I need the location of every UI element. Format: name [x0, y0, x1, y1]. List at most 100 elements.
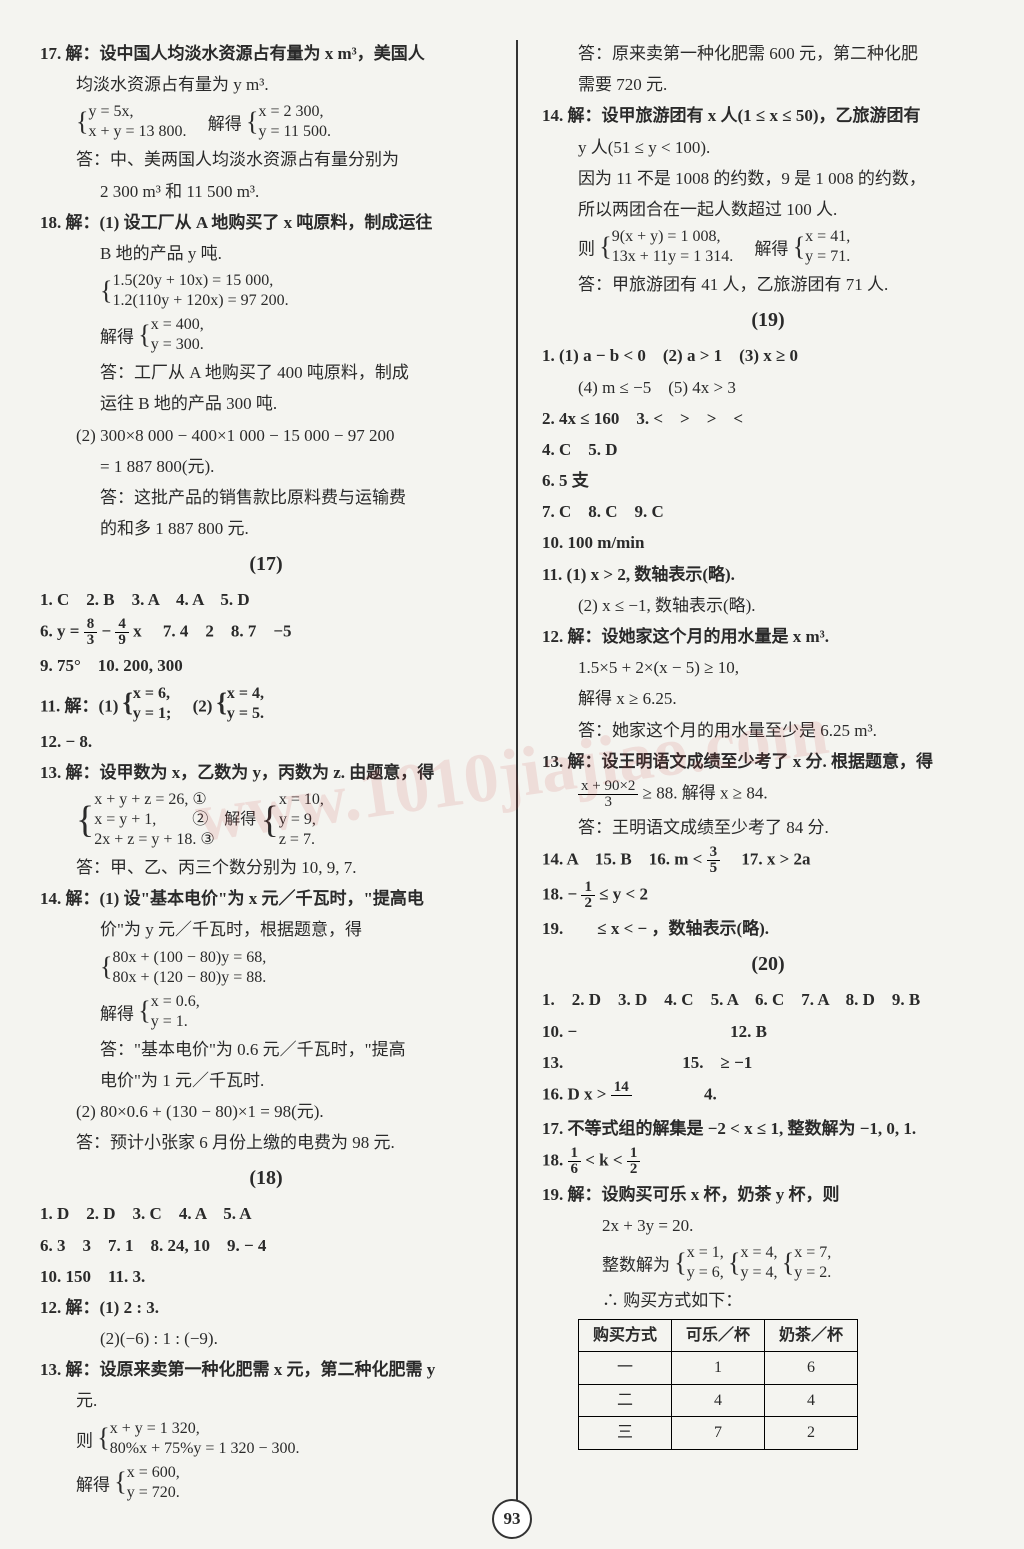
table-row: 二 4 4 [579, 1384, 858, 1417]
s19-l7: 7. C 8. C 9. C [542, 498, 994, 525]
s20-l19b: 整数解为 [602, 1256, 670, 1275]
s19-l4: 4. C 5. D [542, 436, 994, 463]
r-top1: 答：原来卖第一种化肥需 600 元，第二种化肥 [542, 40, 994, 67]
s17-l14r1: x = 0.6, [151, 992, 200, 1012]
s20-l16den [611, 1096, 632, 1111]
page-columns: 17. 解：设中国人均淡水资源占有量为 x m³，美国人 均淡水资源占有量为 y… [40, 40, 994, 1507]
s19-l13-den: 3 [601, 795, 615, 810]
cell: 一 [579, 1352, 672, 1385]
cell: 4 [765, 1384, 858, 1417]
rq14-r2: y = 71. [805, 247, 850, 267]
q18-p2a: (2) 300×8 000 − 400×1 000 − 15 000 − 97 … [40, 422, 492, 449]
purchase-table: 购买方式 可乐／杯 奶茶／杯 一 1 6 二 4 4 三 7 2 [578, 1319, 858, 1450]
cell: 6 [765, 1352, 858, 1385]
s19-l6: 6. 5 支 [542, 467, 994, 494]
s18-l1: 1. D 2. D 3. C 4. A 5. A [40, 1200, 492, 1227]
right-column: 答：原来卖第一种化肥需 600 元，第二种化肥 需要 720 元. 14. 解：… [542, 40, 994, 1507]
q17-mid: 解得 [208, 115, 242, 134]
s20-l19sys: 整数解为 { x = 1, y = 6, { x = 4, y = 4, { x… [542, 1243, 994, 1283]
s20-l18: 18. 16 < k < 12 [542, 1146, 994, 1177]
s17-l14b: 价"为 y 元／千瓦时，根据题意，得 [40, 916, 492, 943]
q18-head2: B 地的产品 y 吨. [40, 240, 492, 267]
th-mode: 购买方式 [579, 1319, 672, 1352]
cell: 4 [672, 1384, 765, 1417]
q18-r1: x = 400, [151, 315, 204, 335]
q17-sys-l2: x + y = 13 800. [88, 122, 186, 142]
s17-l12: 12. − 8. [40, 728, 492, 755]
rq14-mid2: 解得 [754, 240, 788, 259]
s20-l17: 17. 不等式组的解集是 −2 < x ≤ 1, 整数解为 −1, 0, 1. [542, 1115, 994, 1142]
s18-l12a: 12. 解：(1) 2 : 3. [40, 1294, 492, 1321]
rq14-mid: 则 [578, 240, 595, 259]
s18-l13mid: 则 [76, 1431, 93, 1450]
s20-l19a: 2x + 3y = 20. [542, 1212, 994, 1239]
s20-s1a: x = 1, [687, 1243, 724, 1263]
frac-35-num: 3 [707, 845, 721, 861]
cell: 7 [672, 1417, 765, 1450]
q17-ans2: 2 300 m³ 和 11 500 m³. [40, 178, 492, 205]
s18-l13s2: 80%x + 75%y = 1 320 − 300. [110, 1439, 300, 1459]
q18-sys-l2: 1.2(110y + 120x) = 97 200. [112, 291, 288, 311]
page-number-badge: 93 [492, 1499, 532, 1539]
s19-l2: 2. 4x ≤ 160 3. < > > < [542, 405, 994, 432]
s19-l13-num: x + 90×2 [578, 779, 638, 795]
s19-l14b: 17. x > 2a [724, 850, 810, 869]
s17-l14mid: 解得 [100, 1004, 134, 1023]
s17-l11-lbl: 11. 解：(1) [40, 696, 123, 715]
s18-l12b: (2)(−6) : 1 : (−9). [40, 1325, 492, 1352]
s17-l13r2: y = 9, [279, 810, 324, 830]
table-row: 三 7 2 [579, 1417, 858, 1450]
th-cola: 可乐／杯 [672, 1319, 765, 1352]
s20-l16a: 16. D x > [542, 1084, 611, 1103]
cell: 1 [672, 1352, 765, 1385]
rq14-r1: x = 41, [805, 227, 850, 247]
q18-sys-l1: 1.5(20y + 10x) = 15 000, [112, 271, 288, 291]
s17-l14s2: 80x + (120 − 80)y = 88. [112, 968, 266, 988]
section-17-header: (17) [40, 548, 492, 580]
s20-l19c: ∴ 购买方式如下： [542, 1287, 994, 1314]
q17-sys-r2: y = 11 500. [259, 122, 331, 142]
left-column: 17. 解：设中国人均淡水资源占有量为 x m³，美国人 均淡水资源占有量为 y… [40, 40, 492, 1507]
s17-l14p2: (2) 80×0.6 + (130 − 80)×1 = 98(元). [40, 1098, 492, 1125]
table-header-row: 购买方式 可乐／杯 奶茶／杯 [579, 1319, 858, 1352]
s18-l13sol: 解得 { x = 600, y = 720. [40, 1463, 492, 1503]
frac-49-num: 4 [115, 617, 129, 633]
s19-l12c: 答：她家这个月的用水量至少是 6.25 m³. [542, 717, 994, 744]
s17-l14p2ans: 答：预计小张家 6 月份上缴的电费为 98 元. [40, 1129, 492, 1156]
s19-l10: 10. 100 m/min [542, 529, 994, 556]
s17-l14sol: 解得 { x = 0.6, y = 1. [40, 992, 492, 1032]
section-18-header: (18) [40, 1162, 492, 1194]
s20-l18d2: 2 [627, 1162, 641, 1177]
s20-l19: 19. 解：设购买可乐 x 杯，奶茶 y 杯，则 [542, 1181, 994, 1208]
section-20-header: (20) [542, 948, 994, 980]
s20-l1: 1. 2. D 3. D 4. C 5. A 6. C 7. A 8. D 9.… [542, 986, 994, 1013]
q17-head2: 均淡水资源占有量为 y m³. [40, 71, 492, 98]
rq14-s1: 9(x + y) = 1 008, [612, 227, 733, 247]
s17-l13s2: x = y + 1, ② 解得 [94, 810, 256, 830]
th-tea: 奶茶／杯 [765, 1319, 858, 1352]
s20-s3a: x = 7, [794, 1243, 831, 1263]
s18-l13mid2: 解得 [76, 1475, 110, 1494]
q18-r2: y = 300. [151, 335, 204, 355]
s17-l11a1: x = 6, [133, 684, 171, 704]
s20-l13: 13. 15. ≥ −1 [542, 1049, 994, 1076]
q18-mid: 解得 [100, 328, 134, 347]
s19-l11a: 11. (1) x > 2, 数轴表示(略). [542, 561, 994, 588]
rq14-l2: 所以两团合在一起人数超过 100 人. [542, 196, 994, 223]
s17-l11b1: x = 4, [227, 684, 264, 704]
cell: 二 [579, 1384, 672, 1417]
s18-l13s1: x + y = 1 320, [110, 1419, 300, 1439]
s20-s2b: y = 4, [741, 1263, 778, 1283]
s17-l13sys: { x + y + z = 26, ① x = y + 1, ② 解得 2x +… [40, 790, 492, 850]
s18-l13r2: y = 720. [127, 1483, 180, 1503]
s19-l18b: ≤ y < 2 [599, 885, 648, 904]
s19-l19: 19. ≤ x < − ，数轴表示(略). [542, 915, 994, 942]
q18-p2ans1: 答：这批产品的销售款比原料费与运输费 [40, 484, 492, 511]
s17-l13ans: 答：甲、乙、丙三个数分别为 10, 9, 7. [40, 854, 492, 881]
s17-l14ans2: 电价"为 1 元／千瓦时. [40, 1067, 492, 1094]
cell: 三 [579, 1417, 672, 1450]
s20-s2a: x = 4, [741, 1243, 778, 1263]
s20-l18n2: 1 [627, 1146, 641, 1162]
cell: 2 [765, 1417, 858, 1450]
s20-l18mid: < k < [585, 1150, 627, 1169]
